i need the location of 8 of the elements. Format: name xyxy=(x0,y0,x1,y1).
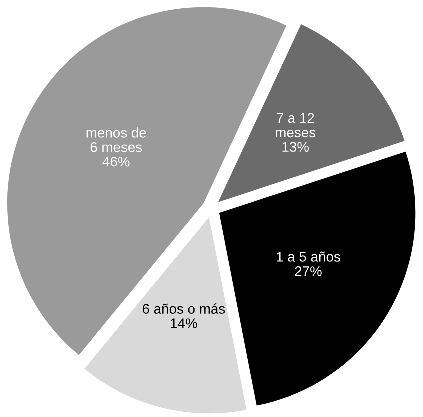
slice-label: 7 a 12 meses xyxy=(276,113,316,138)
slice-label: 6 años o más xyxy=(142,304,226,314)
slice-label: menos de 6 meses xyxy=(86,128,146,152)
data-label: 13% xyxy=(282,142,309,152)
data-label: 27% xyxy=(295,266,322,276)
data-label: 46% xyxy=(102,156,130,167)
data-label: 14% xyxy=(171,318,198,328)
slice-label: 1 a 5 años xyxy=(277,252,340,262)
